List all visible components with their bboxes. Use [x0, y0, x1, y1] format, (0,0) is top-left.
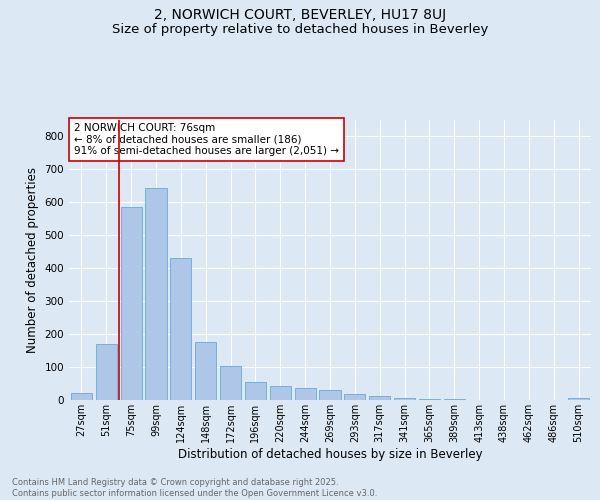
- Text: 2, NORWICH COURT, BEVERLEY, HU17 8UJ: 2, NORWICH COURT, BEVERLEY, HU17 8UJ: [154, 8, 446, 22]
- Y-axis label: Number of detached properties: Number of detached properties: [26, 167, 39, 353]
- Bar: [369, 396, 390, 400]
- Bar: [170, 258, 191, 400]
- Bar: [568, 398, 589, 400]
- Bar: [195, 342, 216, 400]
- Text: 2 NORWICH COURT: 76sqm
← 8% of detached houses are smaller (186)
91% of semi-det: 2 NORWICH COURT: 76sqm ← 8% of detached …: [74, 123, 339, 156]
- X-axis label: Distribution of detached houses by size in Beverley: Distribution of detached houses by size …: [178, 448, 482, 460]
- Text: Contains HM Land Registry data © Crown copyright and database right 2025.
Contai: Contains HM Land Registry data © Crown c…: [12, 478, 377, 498]
- Bar: [319, 390, 341, 400]
- Bar: [121, 208, 142, 400]
- Bar: [270, 386, 291, 400]
- Bar: [394, 398, 415, 400]
- Bar: [295, 388, 316, 400]
- Bar: [245, 382, 266, 400]
- Bar: [344, 394, 365, 400]
- Bar: [145, 188, 167, 400]
- Bar: [96, 344, 117, 400]
- Bar: [419, 399, 440, 400]
- Text: Size of property relative to detached houses in Beverley: Size of property relative to detached ho…: [112, 22, 488, 36]
- Bar: [220, 366, 241, 400]
- Bar: [71, 394, 92, 400]
